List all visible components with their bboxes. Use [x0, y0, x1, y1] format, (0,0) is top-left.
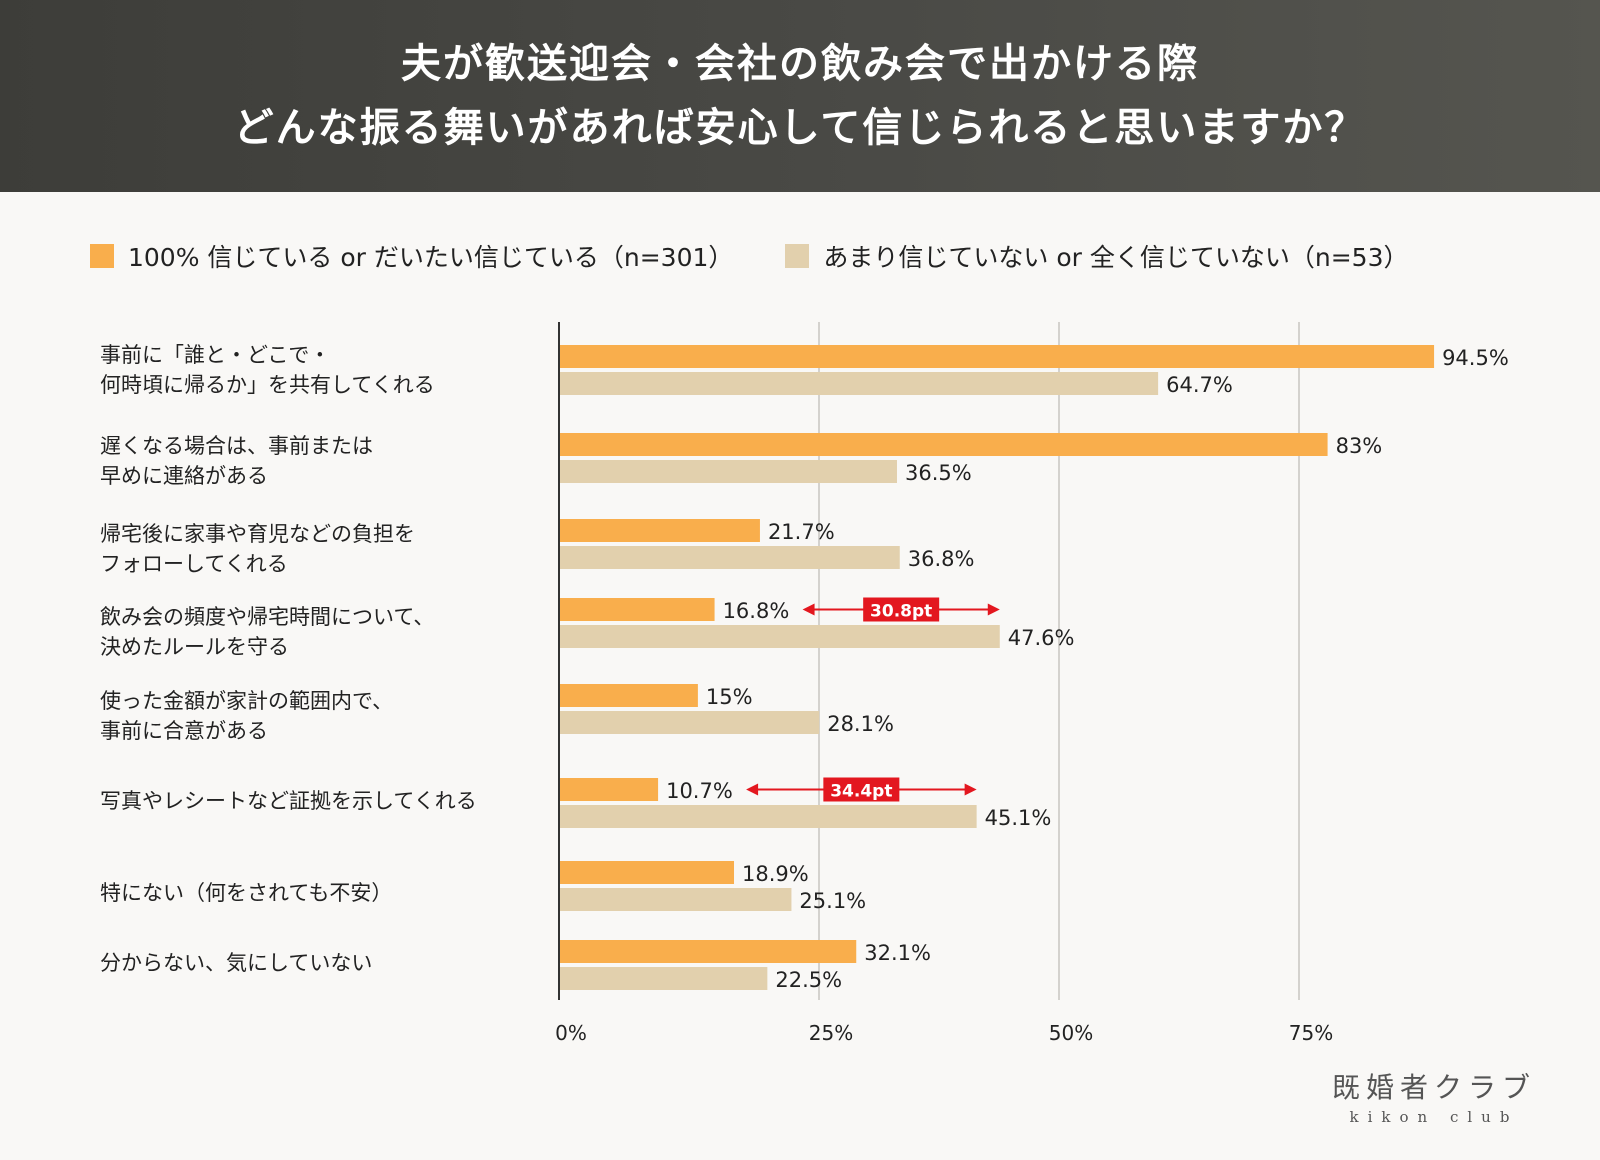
x-tick-label: 50% [1049, 1021, 1093, 1045]
legend-swatch-series-2 [785, 244, 810, 268]
annotation-label: 30.8pt [870, 602, 932, 622]
legend-label-series-2: あまり信じていない or 全く信じていない（n=53） [823, 243, 1409, 272]
data-label: 28.1% [827, 712, 894, 736]
bar-series-2 [559, 372, 1159, 395]
data-label: 10.7% [666, 779, 733, 803]
bar-series-1 [559, 598, 715, 621]
data-label: 94.5% [1442, 346, 1509, 370]
category-label: 帰宅後に家事や育児などの負担を フォローしてくれる [100, 522, 415, 576]
x-tick-label: 25% [809, 1021, 853, 1045]
category-label: 分からない、気にしていない [100, 951, 373, 975]
data-label: 36.5% [905, 461, 972, 485]
bar-series-2 [559, 967, 768, 990]
arrow-left-icon [746, 783, 759, 796]
bar-series-2 [559, 625, 1000, 648]
logo: 既婚者クラブ kikon club [1332, 1066, 1536, 1126]
logo-jp: 既婚者クラブ [1331, 1071, 1536, 1104]
bar-series-1 [559, 778, 659, 801]
annotation-badge [863, 597, 940, 622]
category-label: 写真やレシートなど証拠を示してくれる [100, 789, 477, 813]
bar-series-1 [559, 940, 857, 963]
legend-item-series-1: 100% 信じている or だいたい信じている（n=301） [90, 238, 733, 274]
legend-item-series-2: あまり信じていない or 全く信じていない（n=53） [785, 238, 1408, 274]
bar-series-2 [559, 888, 792, 911]
bar-series-2 [559, 546, 900, 569]
annotation-badge [823, 777, 900, 802]
arrow-right-icon [987, 603, 1000, 616]
chart-title-line-2: どんな振る舞いがあれば安心して信じられると思いますか？ [233, 105, 1367, 151]
bar-series-1 [559, 433, 1328, 456]
bar-series-1 [559, 345, 1435, 368]
data-label: 83% [1336, 434, 1383, 458]
chart-title-line-1: 夫が歓送迎会・会社の飲み会で出かける際 [401, 41, 1199, 87]
legend: 100% 信じている or だいたい信じている（n=301） あまり信じていない… [90, 236, 1540, 276]
arrow-left-icon [802, 603, 815, 616]
header-banner: 夫が歓送迎会・会社の飲み会で出かける際 どんな振る舞いがあれば安心して信じられる… [0, 0, 1600, 192]
data-label: 47.6% [1008, 626, 1075, 650]
category-label: 遅くなる場合は、事前または 早めに連絡がある [100, 434, 373, 488]
data-label: 64.7% [1166, 373, 1233, 397]
category-label: 飲み会の頻度や帰宅時間について、 決めたルールを守る [100, 605, 435, 659]
logo-en: kikon club [1349, 1108, 1519, 1126]
data-label: 16.8% [723, 599, 790, 623]
data-label: 18.9% [742, 862, 809, 886]
data-label: 25.1% [799, 889, 866, 913]
annotation-label: 34.4pt [830, 782, 892, 802]
bar-series-2 [559, 460, 897, 483]
data-label: 36.8% [908, 547, 975, 571]
bar-series-1 [559, 861, 735, 884]
data-label: 32.1% [864, 941, 931, 965]
data-label: 45.1% [985, 806, 1052, 830]
bar-series-2 [559, 805, 977, 828]
category-label: 特にない（何をされても不安） [100, 881, 393, 905]
x-tick-label: 75% [1289, 1021, 1333, 1045]
bar-series-2 [559, 711, 820, 734]
data-label: 15% [706, 685, 753, 709]
arrow-right-icon [964, 783, 977, 796]
legend-label-series-1: 100% 信じている or だいたい信じている（n=301） [128, 243, 734, 272]
category-label: 使った金額が家計の範囲内で、 事前に合意がある [100, 689, 394, 743]
data-label: 21.7% [768, 520, 835, 544]
bar-series-1 [559, 519, 760, 542]
legend-swatch-series-1 [90, 244, 114, 268]
category-label: 事前に「誰と・どこで・ 何時頃に帰るか」を共有してくれる [100, 343, 435, 397]
x-tick-label: 0% [555, 1021, 587, 1045]
data-label: 22.5% [775, 968, 842, 992]
bar-series-1 [559, 684, 698, 707]
